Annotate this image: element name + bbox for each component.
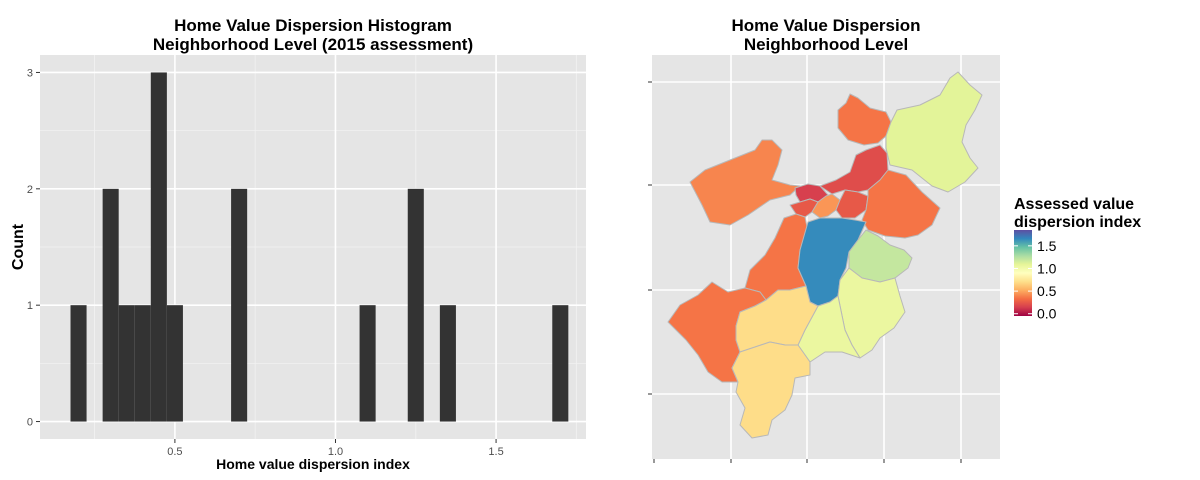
map-title-line1: Home Value Dispersion	[732, 16, 921, 35]
histogram-bar	[150, 72, 167, 422]
map-region-south	[731, 341, 811, 439]
histogram-bar	[231, 188, 248, 422]
histogram-x-axis-title: Home value dispersion index	[216, 456, 410, 472]
legend-tick-label: 0.5	[1037, 283, 1057, 299]
legend-title-line2: dispersion index	[1014, 214, 1141, 231]
legend-ticks: 1.5 1.0 0.5 0.0	[1014, 238, 1057, 322]
histogram-y-axis-title: Count	[10, 223, 27, 270]
legend-tick-label: 1.5	[1037, 238, 1057, 254]
map-region-northeast	[885, 71, 983, 193]
histogram-bar	[118, 305, 135, 422]
legend-colorbar	[1014, 230, 1032, 316]
histogram-bar	[166, 305, 183, 422]
legend-title-line1: Assessed value	[1014, 196, 1134, 213]
histogram-bar	[359, 305, 376, 422]
histogram-bar	[134, 305, 151, 422]
histogram-bar	[407, 188, 424, 422]
map-regions	[667, 71, 983, 439]
histogram-y-tick-label: 0	[27, 417, 33, 429]
legend-tick-label: 0.0	[1037, 306, 1057, 322]
histogram-x-tick-label: 1.5	[488, 446, 503, 458]
histogram-bar	[70, 305, 87, 422]
histogram-chart: Home Value Dispersion Histogram Neighbor…	[10, 16, 586, 472]
histogram-y-axis: 0 1 2 3	[27, 67, 40, 429]
map-chart: Home Value Dispersion Neighborhood Level	[648, 16, 1141, 463]
histogram-y-tick-label: 1	[27, 300, 33, 312]
map-ticks	[648, 81, 962, 463]
histogram-y-tick-label: 3	[27, 67, 33, 79]
histogram-bar	[102, 188, 119, 422]
map-region-northwest	[689, 139, 801, 226]
histogram-title-line2: Neighborhood Level (2015 assessment)	[153, 35, 473, 54]
histogram-bars	[70, 72, 569, 422]
histogram-bar	[439, 305, 456, 422]
map-legend: Assessed value dispersion index 1.5 1.0 0.…	[1014, 196, 1141, 322]
histogram-x-axis: 0.5 1.0 1.5	[167, 439, 504, 458]
histogram-bar	[552, 305, 569, 422]
map-title-line2: Neighborhood Level	[744, 35, 908, 54]
histogram-x-tick-label: 0.5	[167, 446, 182, 458]
histogram-title-line1: Home Value Dispersion Histogram	[174, 16, 452, 35]
legend-tick-label: 1.0	[1037, 260, 1057, 276]
histogram-y-tick-label: 2	[27, 184, 33, 196]
map-region-east	[861, 169, 941, 239]
histogram-x-tick-label: 1.0	[328, 446, 343, 458]
